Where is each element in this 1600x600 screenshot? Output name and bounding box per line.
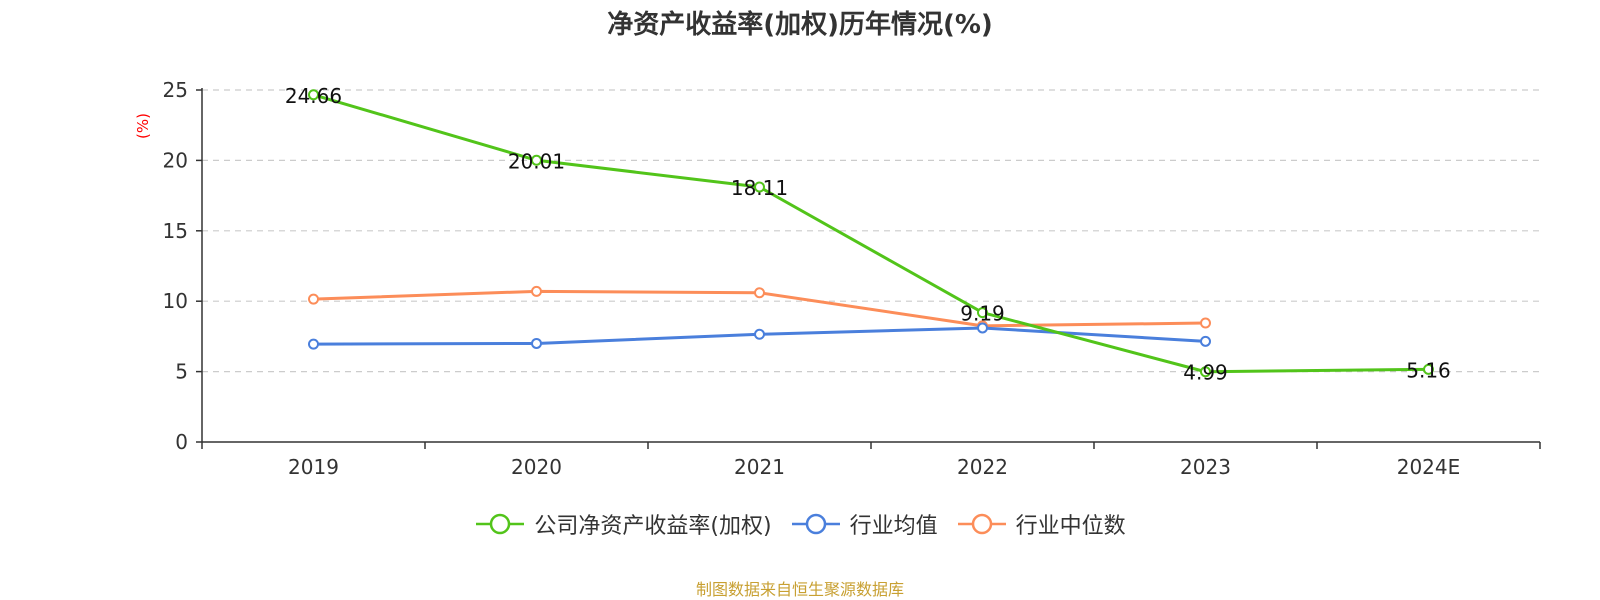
data-point — [754, 287, 765, 299]
y-axis-label: (%) — [134, 113, 152, 139]
data-point — [308, 293, 319, 305]
data-point — [531, 154, 542, 166]
x-tick-label: 2024E — [1397, 455, 1461, 479]
x-tick-label: 2023 — [1180, 455, 1231, 479]
legend-item-company[interactable]: 公司净资产收益率(加权) — [474, 508, 772, 540]
legend-label: 公司净资产收益率(加权) — [534, 514, 772, 539]
data-label: 4.99 — [1183, 361, 1228, 385]
data-point — [531, 285, 542, 297]
data-point — [1200, 317, 1211, 329]
axes: 0 5 10 15 20 25 2019 2020 2021 2022 2023 2024E (%) — [134, 78, 1541, 479]
legend-label: 行业均值 — [849, 514, 938, 539]
data-label: 9.19 — [960, 302, 1005, 326]
x-tick-label: 2022 — [957, 455, 1008, 479]
legend-line-marker-icon — [791, 513, 840, 535]
x-tick-label: 2019 — [288, 455, 339, 479]
legend: 公司净资产收益率(加权) 行业均值 行业中位数 — [0, 508, 1600, 540]
data-point — [977, 322, 988, 334]
data-point — [1423, 363, 1434, 375]
y-tick-label: 5 — [175, 360, 188, 384]
data-label: 20.01 — [508, 149, 565, 173]
grid-lines — [202, 89, 1540, 373]
source-note: 制图数据来自恒生聚源数据库 — [695, 580, 904, 599]
x-tick-label: 2021 — [734, 455, 785, 479]
legend-label: 行业中位数 — [1015, 514, 1126, 539]
y-tick-label: 0 — [175, 430, 188, 454]
series-lines — [308, 89, 1434, 378]
data-label: 5.16 — [1406, 358, 1451, 382]
legend-line-marker-icon — [476, 513, 525, 535]
data-point — [1200, 366, 1211, 378]
data-label: 18.11 — [731, 176, 788, 200]
series-line-0 — [313, 93, 1429, 374]
data-point — [754, 328, 765, 340]
legend-item-industry-mean[interactable]: 行业均值 — [790, 508, 938, 540]
data-point — [754, 181, 765, 193]
data-point — [1200, 335, 1211, 347]
data-label: 24.66 — [285, 84, 342, 108]
y-tick-label: 10 — [163, 289, 188, 313]
data-labels: 24.66 20.01 18.11 9.19 4.99 5.16 — [285, 84, 1451, 385]
data-point — [308, 89, 319, 101]
y-tick-label: 15 — [163, 219, 188, 243]
x-tick-label: 2020 — [511, 455, 562, 479]
legend-line-marker-icon — [957, 513, 1006, 535]
data-point — [308, 338, 319, 350]
y-tick-label: 20 — [163, 148, 188, 172]
data-point — [977, 307, 988, 319]
legend-item-industry-median[interactable]: 行业中位数 — [956, 508, 1126, 540]
chart-title: 净资产收益率(加权)历年情况(%) — [607, 10, 993, 40]
y-tick-label: 25 — [163, 78, 188, 102]
data-point — [531, 337, 542, 349]
